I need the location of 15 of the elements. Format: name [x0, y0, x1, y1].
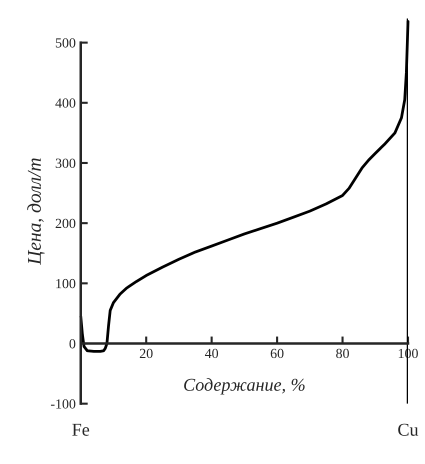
x-tick-label: 60: [270, 348, 284, 358]
text: Fe: [72, 424, 90, 436]
x-axis-title: Содержание, %: [184, 378, 305, 395]
y-tick-label: 300: [56, 158, 76, 168]
y-tick-label: 400: [55, 98, 76, 108]
x-tick-label: 40: [204, 348, 218, 358]
y-axis-title: Цена, долл/т: [27, 158, 45, 265]
y-tick-label: 200: [56, 218, 76, 228]
text: Cu: [398, 424, 418, 436]
y-tick-label: -100: [50, 399, 76, 409]
y-tick-label: 0: [69, 339, 76, 348]
x-tick-label: 20: [140, 348, 153, 358]
y-tick-label: 100: [56, 278, 76, 288]
y-tick-label: 500: [56, 38, 76, 48]
x-tick-label: 80: [336, 348, 349, 358]
